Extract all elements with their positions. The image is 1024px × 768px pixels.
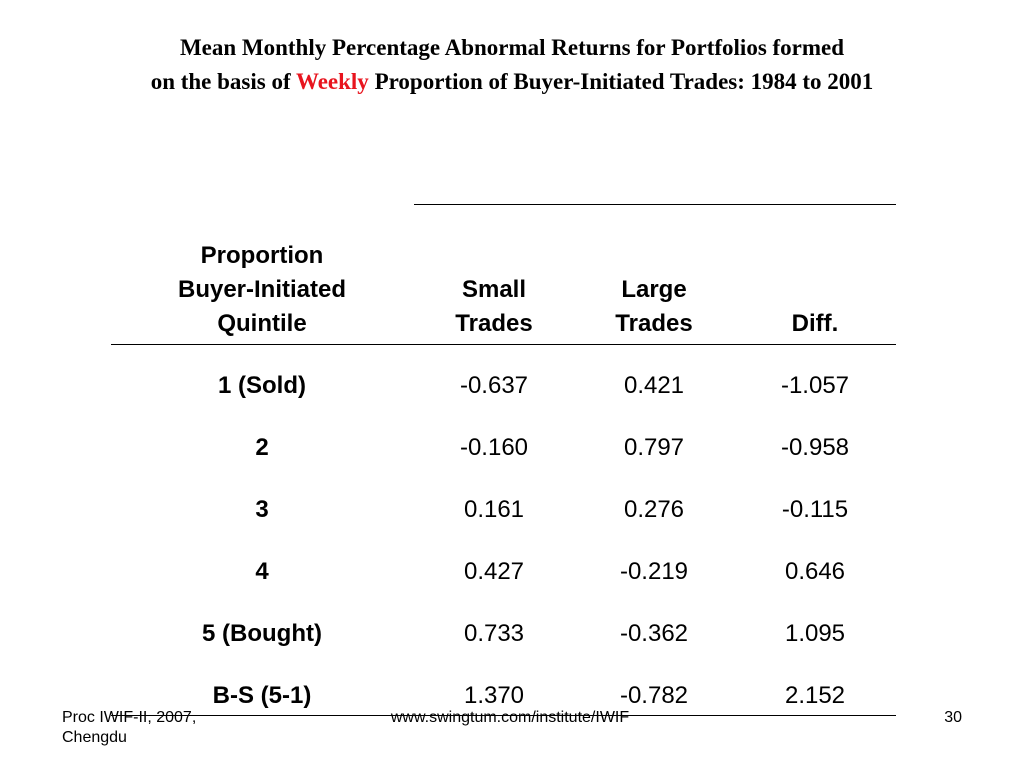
header-large-line-2: Trades xyxy=(615,310,693,337)
cell-small: 0.427 xyxy=(463,558,525,585)
cell-diff: 0.646 xyxy=(784,558,846,585)
row-label: 4 xyxy=(255,558,269,585)
table-row: B-S (5-1) 1.370 -0.782 2.152 xyxy=(0,679,1024,713)
footer-url: www.swingtum.com/institute/IWIF xyxy=(390,709,630,726)
cell-small: -0.160 xyxy=(459,434,529,461)
table-row: 1 (Sold) -0.637 0.421 -1.057 xyxy=(0,369,1024,403)
title-line-2-suffix: Proportion of Buyer-Initiated Trades: 19… xyxy=(368,69,874,94)
title-line-1: Mean Monthly Percentage Abnormal Returns… xyxy=(179,35,845,60)
table-row: 4 0.427 -0.219 0.646 xyxy=(0,555,1024,589)
cell-large: -0.219 xyxy=(619,558,689,585)
cell-diff: -1.057 xyxy=(780,372,850,399)
title-line-2: on the basis of Weekly Proportion of Buy… xyxy=(0,65,1024,99)
title-line-2-prefix: on the basis of xyxy=(150,69,296,94)
header-large-trades: Large Trades xyxy=(574,273,734,341)
row-label: 3 xyxy=(255,496,269,523)
cell-large: 0.421 xyxy=(623,372,685,399)
cell-diff: -0.958 xyxy=(780,434,850,461)
header-bottom-rule xyxy=(111,344,896,345)
header-quintile-line-1: Proportion xyxy=(200,242,324,269)
slide-title: Mean Monthly Percentage Abnormal Returns… xyxy=(0,31,1024,99)
header-quintile: Proportion Buyer-Initiated Quintile xyxy=(112,239,412,341)
footer-page-number: 30 xyxy=(944,709,962,726)
header-small-line-1: Small xyxy=(461,276,527,303)
row-label: 2 xyxy=(255,434,269,461)
cell-small: 1.370 xyxy=(463,682,525,709)
cell-small: 0.161 xyxy=(463,496,525,523)
cell-large: 0.276 xyxy=(623,496,685,523)
table-row: 5 (Bought) 0.733 -0.362 1.095 xyxy=(0,617,1024,651)
table-row: 3 0.161 0.276 -0.115 xyxy=(0,493,1024,527)
row-label: 5 (Bought) xyxy=(202,620,322,647)
header-small-line-2: Trades xyxy=(455,310,533,337)
footer-source-line-1: Proc IWIF-II, 2007, xyxy=(62,709,197,726)
cell-small: 0.733 xyxy=(463,620,525,647)
cell-diff: 2.152 xyxy=(784,682,846,709)
table-top-rule xyxy=(414,204,896,205)
footer-source: Proc IWIF-II, 2007, Chengdu xyxy=(62,708,322,748)
header-quintile-line-2: Buyer-Initiated xyxy=(177,276,347,303)
cell-diff: 1.095 xyxy=(784,620,846,647)
table-row: 2 -0.160 0.797 -0.958 xyxy=(0,431,1024,465)
header-small-trades: Small Trades xyxy=(414,273,574,341)
header-large-line-1: Large xyxy=(621,276,687,303)
cell-large: 0.797 xyxy=(623,434,685,461)
header-diff: Diff. xyxy=(734,307,896,341)
header-quintile-line-3: Quintile xyxy=(217,310,307,337)
cell-large: -0.782 xyxy=(619,682,689,709)
table-bottom-rule xyxy=(111,715,896,716)
cell-small: -0.637 xyxy=(459,372,529,399)
cell-large: -0.362 xyxy=(619,620,689,647)
row-label: B-S (5-1) xyxy=(212,682,312,709)
footer-source-line-2: Chengdu xyxy=(62,729,127,746)
title-highlight-weekly: Weekly xyxy=(295,69,369,94)
row-label: 1 (Sold) xyxy=(218,372,306,399)
header-diff-label: Diff. xyxy=(791,310,839,337)
cell-diff: -0.115 xyxy=(781,496,849,523)
